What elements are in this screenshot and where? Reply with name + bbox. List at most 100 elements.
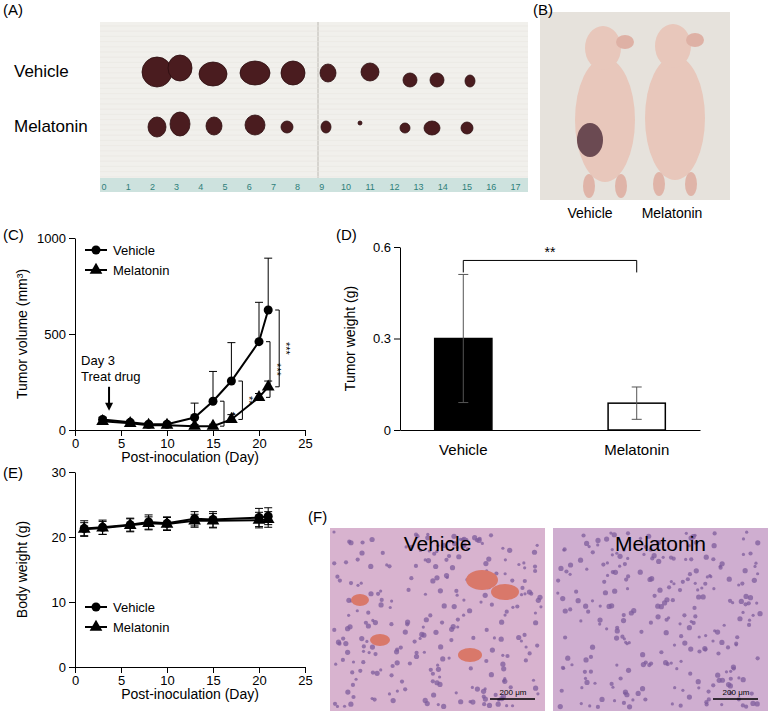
nucleus	[583, 657, 588, 662]
error-bar	[255, 302, 263, 341]
nucleus	[606, 561, 609, 564]
significance: **	[238, 381, 255, 419]
nucleus	[618, 565, 621, 568]
nucleus	[741, 611, 744, 614]
ruler-number: 11	[366, 182, 375, 192]
nucleus	[585, 568, 588, 571]
nucleus	[627, 704, 632, 709]
nucleus	[405, 619, 410, 624]
nucleus	[755, 701, 760, 706]
nucleus	[652, 594, 656, 598]
error-cap	[209, 527, 217, 528]
nucleus	[581, 533, 585, 537]
gauze-texture	[100, 93, 528, 94]
tick-label: 0	[384, 423, 391, 438]
nucleus	[414, 654, 419, 659]
y-axis-title: Tumor volume (mm³)	[14, 269, 30, 399]
nucleus	[438, 675, 441, 678]
significance-label: *	[225, 412, 237, 417]
tick-label: 0	[59, 423, 66, 438]
nucleus	[584, 677, 587, 680]
nucleus	[430, 578, 435, 583]
nucleus	[729, 677, 733, 681]
error-cap	[145, 514, 153, 515]
nucleus	[754, 562, 757, 565]
gauze-seam	[317, 22, 319, 178]
mouse-leg	[615, 174, 627, 198]
nucleus	[624, 577, 628, 581]
significance-bracket	[266, 342, 270, 398]
data-point	[225, 412, 238, 423]
error-cap	[255, 527, 263, 528]
nucleus	[698, 635, 701, 638]
ruler-number: 12	[389, 182, 399, 192]
nucleus	[536, 544, 539, 547]
gauze-texture	[100, 150, 528, 151]
row-label: Vehicle	[14, 62, 69, 81]
nucleus	[475, 686, 480, 691]
nucleus	[501, 654, 504, 657]
nucleus	[563, 608, 568, 613]
nucleus	[454, 589, 458, 593]
nucleus	[598, 622, 601, 625]
nucleus	[595, 538, 600, 543]
nucleus	[686, 577, 690, 581]
tick-mark	[167, 667, 168, 673]
nucleus	[692, 621, 696, 625]
tick-label: 0.3	[373, 331, 391, 346]
nucleus	[624, 641, 627, 644]
nucleus	[523, 592, 526, 595]
tumor	[281, 121, 293, 133]
nucleus	[524, 645, 527, 648]
gauze-texture	[100, 140, 528, 141]
nucleus	[681, 689, 684, 692]
nucleus	[373, 652, 377, 656]
nucleus	[604, 536, 609, 541]
nucleus	[641, 662, 646, 667]
gauze-texture	[100, 171, 528, 172]
tumor	[400, 123, 410, 133]
nucleus	[338, 579, 342, 583]
nucleus	[533, 569, 537, 573]
nucleus	[708, 574, 711, 577]
nucleus	[706, 689, 710, 693]
error-cap	[99, 534, 107, 535]
nucleus	[657, 588, 662, 593]
nucleus	[629, 610, 634, 615]
nucleus	[731, 664, 736, 669]
nucleus	[391, 698, 396, 703]
nucleus	[522, 633, 526, 637]
tick-mark	[213, 430, 214, 436]
nucleus	[478, 537, 482, 541]
tick-mark	[259, 667, 260, 673]
nucleus	[734, 642, 738, 646]
nucleus	[356, 557, 360, 561]
x-axis-title: Post-inoculation (Day)	[121, 686, 259, 702]
nucleus	[456, 625, 459, 628]
legend-marker	[90, 620, 103, 631]
tumor	[142, 57, 172, 87]
data-point	[124, 416, 137, 427]
nucleus	[757, 611, 762, 616]
nucleus	[437, 703, 440, 706]
ruler-number: 10	[341, 182, 351, 192]
nucleus	[455, 691, 458, 694]
nucleus	[515, 604, 519, 608]
nucleus	[672, 582, 675, 585]
nucleus	[505, 654, 509, 658]
nucleus	[431, 679, 435, 683]
y-axis-tick: 0.6	[373, 240, 400, 255]
plot-marks	[435, 274, 666, 430]
nucleus	[611, 686, 614, 689]
nucleus	[679, 660, 682, 663]
nucleus	[696, 679, 701, 684]
ruler-number: 14	[438, 182, 448, 192]
nucleus	[613, 699, 616, 702]
tick-mark	[121, 430, 122, 436]
nucleus	[671, 598, 675, 602]
nucleus	[611, 548, 614, 551]
nucleus	[570, 663, 573, 666]
photo-tumors: 01234567891011121314151617	[100, 22, 528, 192]
nucleus	[664, 630, 669, 635]
nucleus	[603, 590, 608, 595]
